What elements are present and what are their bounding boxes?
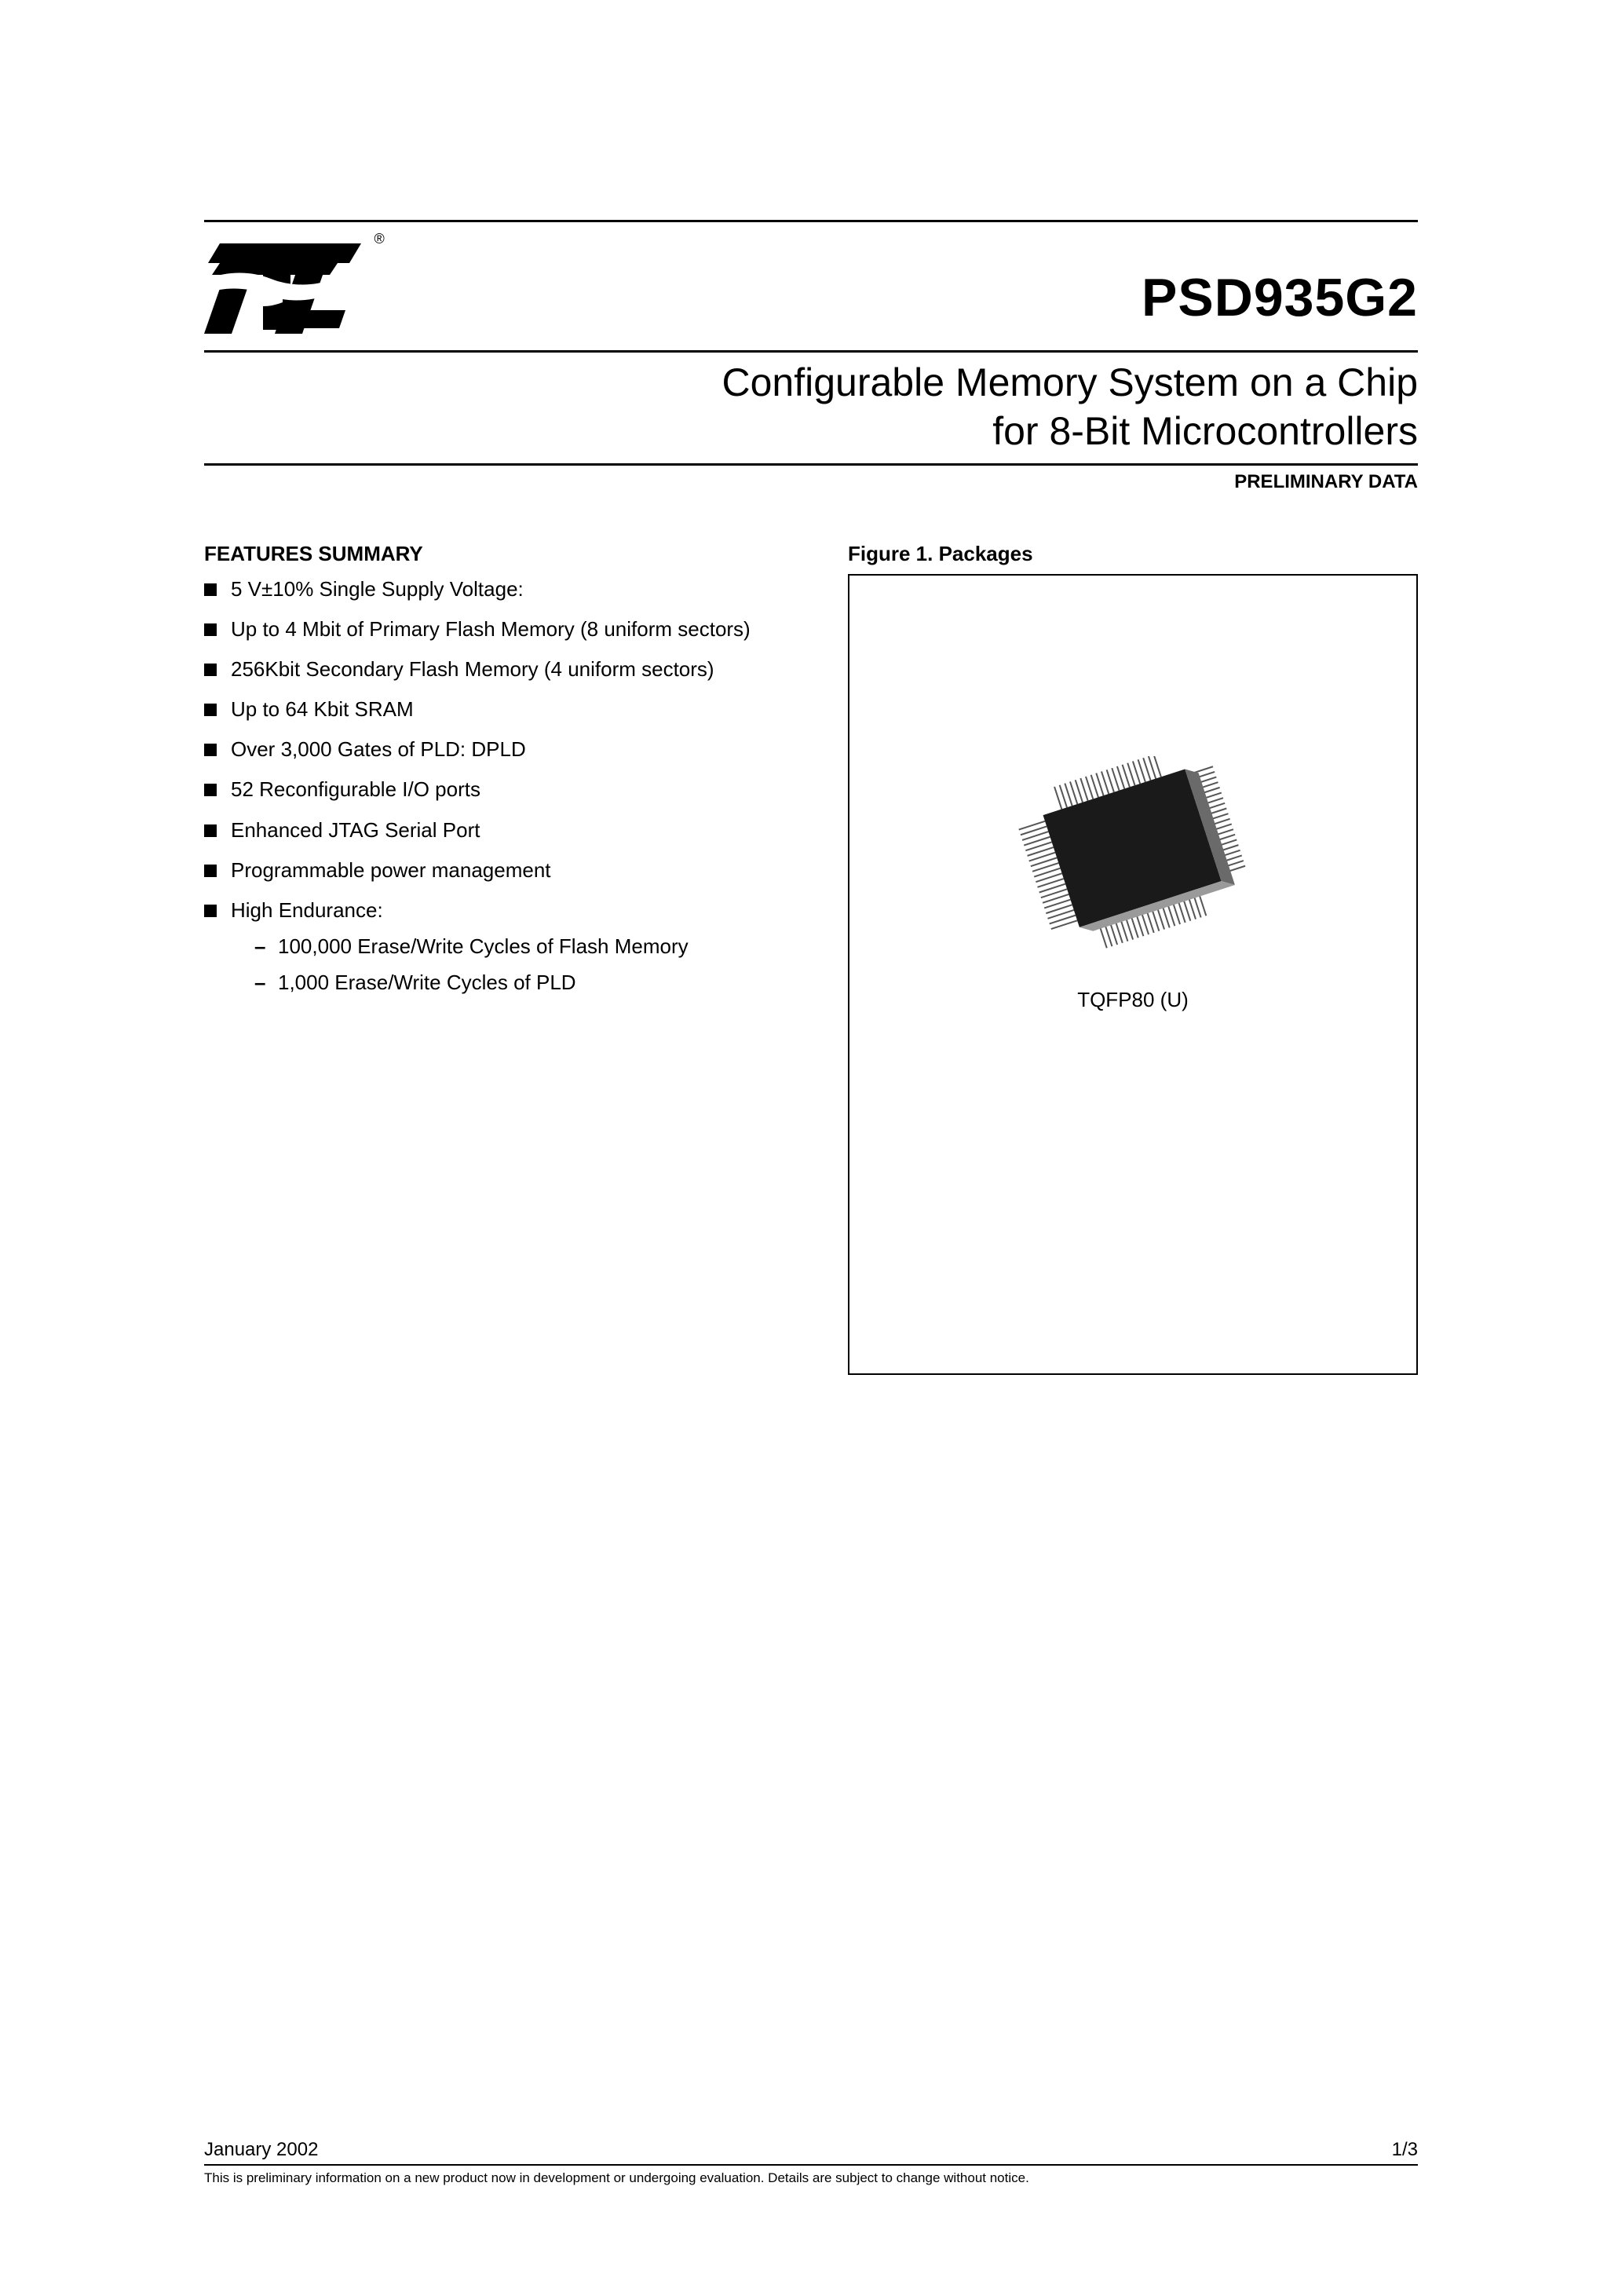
feature-sub-item: 100,000 Erase/Write Cycles of Flash Memo… bbox=[254, 932, 801, 960]
footer-date: January 2002 bbox=[204, 2139, 318, 2161]
top-horizontal-rule bbox=[204, 220, 1418, 222]
feature-item: Over 3,000 Gates of PLD: DPLD bbox=[204, 736, 801, 763]
feature-sublist: 100,000 Erase/Write Cycles of Flash Memo… bbox=[231, 932, 801, 997]
title-line-2: for 8-Bit Microcontrollers bbox=[992, 408, 1418, 454]
feature-item: 256Kbit Secondary Flash Memory (4 unifor… bbox=[204, 656, 801, 683]
st-logo: ® bbox=[204, 236, 385, 342]
feature-item-label: High Endurance: bbox=[231, 898, 383, 922]
subtitle-rule bbox=[204, 463, 1418, 466]
footer-top-row: January 2002 1/3 bbox=[204, 2139, 1418, 2166]
package-illustration: TQFP80 (U) bbox=[992, 756, 1274, 1012]
content-columns: FEATURES SUMMARY 5 V±10% Single Supply V… bbox=[204, 542, 1418, 1375]
feature-item: 5 V±10% Single Supply Voltage: bbox=[204, 576, 801, 603]
registered-mark: ® bbox=[374, 231, 384, 247]
footer-disclaimer: This is preliminary information on a new… bbox=[204, 2170, 1418, 2186]
feature-item: High Endurance: 100,000 Erase/Write Cycl… bbox=[204, 897, 801, 997]
title-line-1: Configurable Memory System on a Chip bbox=[722, 360, 1419, 405]
package-label: TQFP80 (U) bbox=[992, 988, 1274, 1012]
figure-title: Figure 1. Packages bbox=[848, 542, 1418, 566]
feature-item: Programmable power management bbox=[204, 857, 801, 884]
page-footer: January 2002 1/3 This is preliminary inf… bbox=[204, 2139, 1418, 2186]
part-number: PSD935G2 bbox=[1142, 267, 1418, 328]
features-heading: FEATURES SUMMARY bbox=[204, 542, 801, 566]
datasheet-page: ® PSD935G2 Configurable Memory System on… bbox=[0, 0, 1622, 2296]
feature-sub-item: 1,000 Erase/Write Cycles of PLD bbox=[254, 968, 801, 996]
feature-item: Enhanced JTAG Serial Port bbox=[204, 817, 801, 844]
title-rule bbox=[204, 350, 1418, 353]
features-column: FEATURES SUMMARY 5 V±10% Single Supply V… bbox=[204, 542, 801, 1375]
footer-page-number: 1/3 bbox=[1392, 2139, 1418, 2161]
tqfp-chip-icon bbox=[992, 756, 1274, 960]
feature-item: Up to 4 Mbit of Primary Flash Memory (8 … bbox=[204, 616, 801, 643]
figure-column: Figure 1. Packages bbox=[848, 542, 1418, 1375]
feature-item: 52 Reconfigurable I/O ports bbox=[204, 776, 801, 803]
st-logo-icon bbox=[204, 236, 369, 338]
preliminary-label: PRELIMINARY DATA bbox=[1234, 471, 1418, 493]
feature-item: Up to 64 Kbit SRAM bbox=[204, 696, 801, 723]
features-list: 5 V±10% Single Supply Voltage: Up to 4 M… bbox=[204, 576, 801, 997]
figure-box: TQFP80 (U) bbox=[848, 574, 1418, 1375]
